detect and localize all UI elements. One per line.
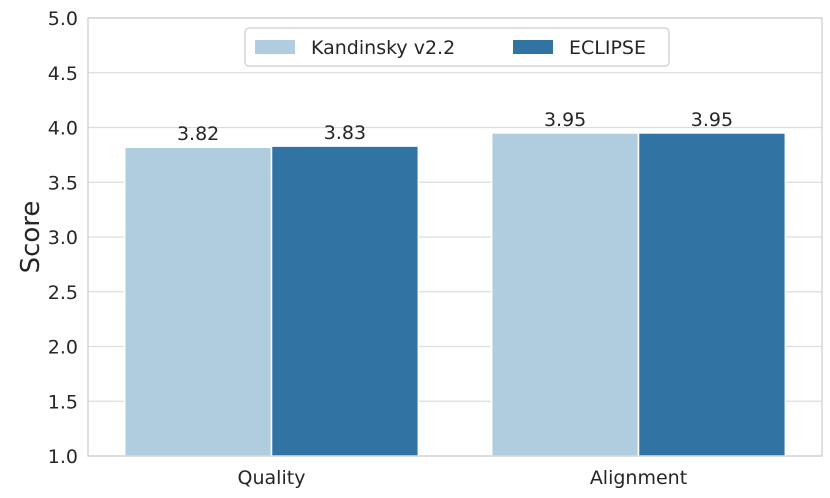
data-labels: 3.82 3.83 3.95 3.95 — [177, 109, 733, 145]
y-tick-label: 4.0 — [48, 118, 78, 140]
y-tick-label: 5.0 — [48, 8, 78, 30]
x-tick-label: Quality — [238, 467, 306, 489]
y-tick-label: 2.5 — [48, 282, 78, 304]
x-tick-labels: Quality Alignment — [238, 467, 688, 489]
data-label: 3.95 — [691, 109, 733, 131]
y-tick-label: 1.5 — [48, 391, 78, 413]
y-tick-label: 1.0 — [48, 446, 78, 468]
y-tick-label: 3.0 — [48, 227, 78, 249]
bar-kandinsky-v2-2-quality — [123, 146, 273, 457]
plot-frame — [87, 17, 823, 457]
legend-label: Kandinsky v2.2 — [311, 37, 455, 59]
data-label: 3.95 — [544, 109, 586, 131]
data-label: 3.83 — [324, 122, 366, 144]
legend: Kandinsky v2.2 ECLIPSE — [244, 27, 670, 67]
legend-swatch — [255, 40, 295, 54]
legend-label: ECLIPSE — [569, 37, 646, 59]
data-label: 3.82 — [177, 123, 219, 145]
x-tick-label: Alignment — [590, 467, 687, 489]
bar-eclipse-quality — [270, 145, 420, 457]
legend-swatch — [513, 40, 553, 54]
bars — [123, 132, 787, 457]
bar-eclipse-alignment — [637, 132, 787, 457]
y-tick-label: 4.5 — [48, 63, 78, 85]
y-axis-label: Score — [16, 201, 46, 274]
y-tick-label: 2.0 — [48, 337, 78, 359]
y-tick-label: 3.5 — [48, 172, 78, 194]
bar-kandinsky-v2-2-alignment — [490, 132, 640, 457]
y-tick-labels: 1.0 1.5 2.0 2.5 3.0 3.5 4.0 4.5 5.0 — [48, 8, 78, 468]
legend-box — [244, 27, 670, 67]
